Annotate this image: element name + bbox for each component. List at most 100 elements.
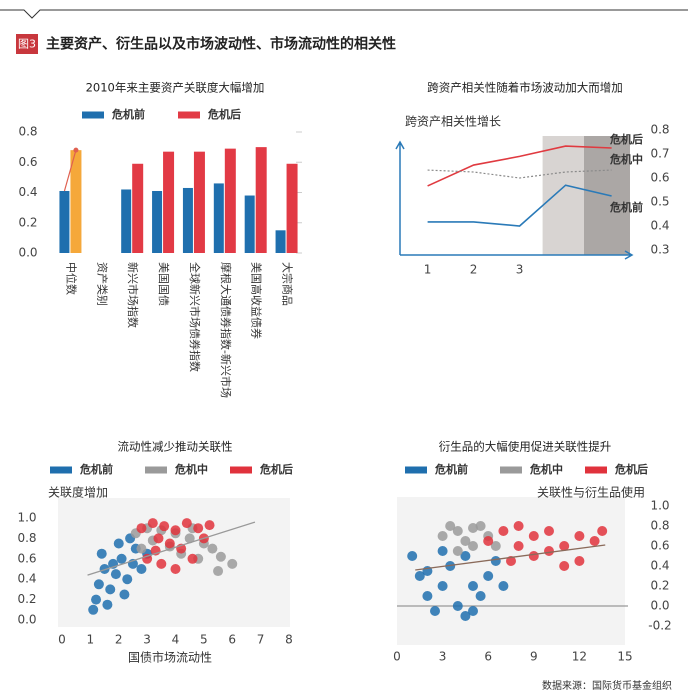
x-tick-label: 大宗商品 [281,262,295,306]
y-axis-label: 关联性与衍生品使用 [537,485,645,500]
x-axis-label: 国债市场流动性 [128,650,212,665]
point [99,564,110,574]
point [468,606,478,616]
point [483,536,494,546]
point [589,536,600,546]
x-tick-label: 5 [200,633,208,647]
plot-background [397,497,625,645]
series-label: 危机中 [609,152,643,166]
legend-swatch [82,111,104,119]
source: 数据来源：国际货币基金组织 [542,679,672,692]
x-tick-label: 新兴市场指数 [126,262,140,328]
point [468,523,478,533]
point [88,604,99,615]
series-label: 危机前 [609,200,643,214]
point [193,523,204,534]
bar [132,163,144,253]
x-tick-label: 9 [530,650,538,664]
legend-swatch [230,466,252,474]
point [597,526,608,536]
bar [59,190,70,253]
chart-title: 跨资产相关性随着市场波动加大而增加 [427,81,623,95]
legend-swatch [405,466,427,474]
point [147,518,158,529]
point [452,526,463,536]
y-axis [395,140,405,255]
legend-swatch [178,111,200,119]
y-tick-label: 0.4 [650,559,669,573]
series-line [427,169,612,179]
point [170,525,181,536]
point [452,601,463,611]
point [528,531,539,541]
y-tick-label: 0.0 [650,599,669,613]
bar [152,190,163,253]
legend-swatch [500,466,522,474]
chart-title: 衍生品的大幅使用促进关联性提升 [439,440,612,454]
x-tick-label: 1 [87,633,95,647]
point [483,571,494,581]
point [513,521,524,531]
point [437,581,448,591]
legend-label: 危机后 [207,107,241,121]
point [422,591,433,601]
bar [70,150,82,253]
chart-title: 流动性减少推动关联性 [118,440,233,454]
bar [182,187,193,253]
point [136,564,147,574]
y-tick-label: 0.6 [17,551,36,565]
x-tick-label: 6 [228,633,236,647]
point [96,548,107,559]
y-tick-label: 0.6 [650,539,669,553]
figure-title: 主要资产、衍生品以及市场波动性、市场流动性的相关性 [46,36,396,53]
point [159,521,170,532]
bar [163,151,175,253]
legend-swatch [145,466,167,474]
x-axis [400,250,634,260]
x-tick-label: 2 [115,633,123,647]
y-tick-label: 0.6 [650,171,669,185]
series-label: 危机后 [609,132,643,146]
point [498,526,509,536]
point [227,558,238,569]
point [414,571,425,581]
point [528,551,539,561]
x-tick-label: 3 [439,650,447,664]
y-tick-label: 0.8 [18,125,37,139]
point [475,591,486,601]
median-connector [63,149,77,192]
y-tick-label: 0.2 [18,215,37,229]
bar [244,195,255,253]
badge-bg [16,34,38,54]
point [207,543,218,554]
x-tick-label: 0 [393,650,401,664]
point [574,531,585,541]
point [574,556,585,566]
point [116,553,127,564]
point [93,579,104,590]
x-tick-label: 15 [617,650,632,664]
y-tick-label: 0.6 [18,155,37,169]
top-rule [0,9,688,19]
y-tick-label: 1.0 [650,499,669,513]
point [544,546,554,556]
legend-label: 危机后 [259,462,293,476]
point [468,541,478,551]
bar [286,163,298,253]
y-tick-label: 0.7 [650,147,669,161]
y-tick-label: 0.2 [17,592,36,606]
point [113,538,124,549]
x-tick-label: 摩根大通债券指数-新兴市场 [219,262,233,398]
y-tick-label: 0.8 [17,531,36,545]
point [142,553,153,564]
x-tick-label: 6 [484,650,492,664]
point [430,606,440,616]
series-line [427,184,612,227]
y-tick-label: 0.0 [18,246,37,260]
point [184,533,195,544]
y-tick-label: 0.4 [650,219,669,233]
badge: 图3 [18,38,36,51]
x-tick-label: 美国国债 [157,262,171,306]
point [460,536,471,546]
